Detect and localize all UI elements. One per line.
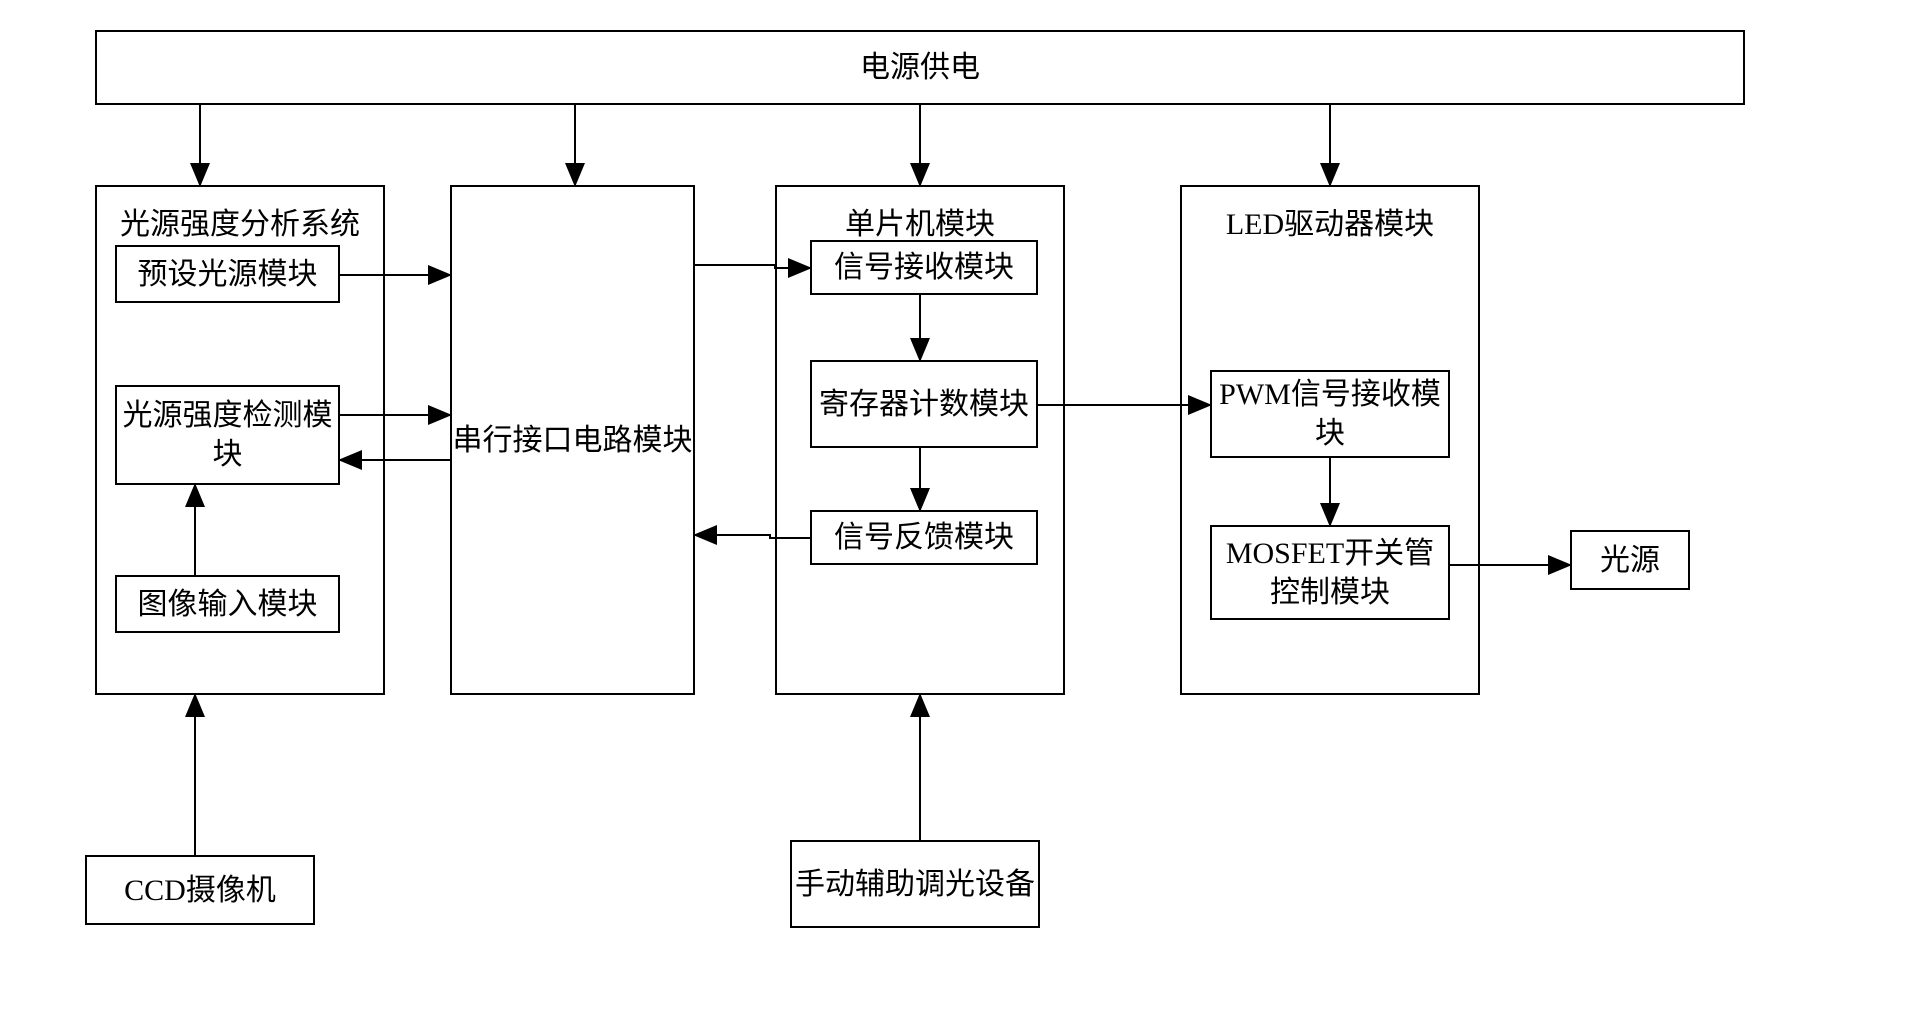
block-serial-interface: 串行接口电路模块 [450, 185, 695, 695]
block-power-supply: 电源供电 [95, 30, 1745, 105]
label-preset-light: 预设光源模块 [138, 255, 318, 294]
block-register-count: 寄存器计数模块 [810, 360, 1038, 448]
block-light-source: 光源 [1570, 530, 1690, 590]
block-image-input: 图像输入模块 [115, 575, 340, 633]
block-signal-feedback: 信号反馈模块 [810, 510, 1038, 565]
label-serial-interface: 串行接口电路模块 [453, 421, 693, 460]
label-light-detect: 光源强度检测模块 [117, 396, 338, 474]
block-signal-receive: 信号接收模块 [810, 240, 1038, 295]
label-manual-dimming: 手动辅助调光设备 [795, 865, 1035, 904]
label-led-driver: LED驱动器模块 [1182, 187, 1478, 243]
block-manual-dimming: 手动辅助调光设备 [790, 840, 1040, 928]
label-pwm-receive: PWM信号接收模块 [1212, 375, 1448, 453]
block-pwm-receive: PWM信号接收模块 [1210, 370, 1450, 458]
label-signal-feedback: 信号反馈模块 [834, 518, 1014, 557]
label-image-input: 图像输入模块 [138, 585, 318, 624]
block-mosfet-control: MOSFET开关管控制模块 [1210, 525, 1450, 620]
label-light-source: 光源 [1600, 541, 1660, 580]
label-ccd-camera: CCD摄像机 [124, 871, 276, 910]
label-mcu-module: 单片机模块 [777, 187, 1063, 243]
label-register-count: 寄存器计数模块 [819, 385, 1029, 424]
block-light-detect: 光源强度检测模块 [115, 385, 340, 485]
label-light-analysis-system: 光源强度分析系统 [97, 187, 383, 243]
label-power: 电源供电 [860, 48, 980, 87]
block-preset-light: 预设光源模块 [115, 245, 340, 303]
block-ccd-camera: CCD摄像机 [85, 855, 315, 925]
label-mosfet-control: MOSFET开关管控制模块 [1212, 534, 1448, 612]
label-signal-receive: 信号接收模块 [834, 248, 1014, 287]
